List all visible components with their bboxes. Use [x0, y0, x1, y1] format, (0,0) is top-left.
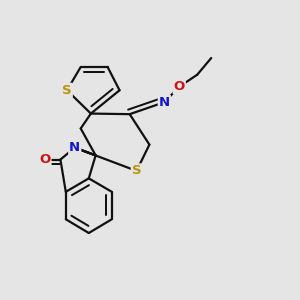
Text: N: N: [69, 141, 80, 154]
Text: O: O: [174, 80, 185, 93]
Text: S: S: [132, 164, 141, 177]
Text: N: N: [159, 96, 170, 109]
Text: S: S: [62, 84, 72, 97]
Text: O: O: [39, 153, 50, 166]
